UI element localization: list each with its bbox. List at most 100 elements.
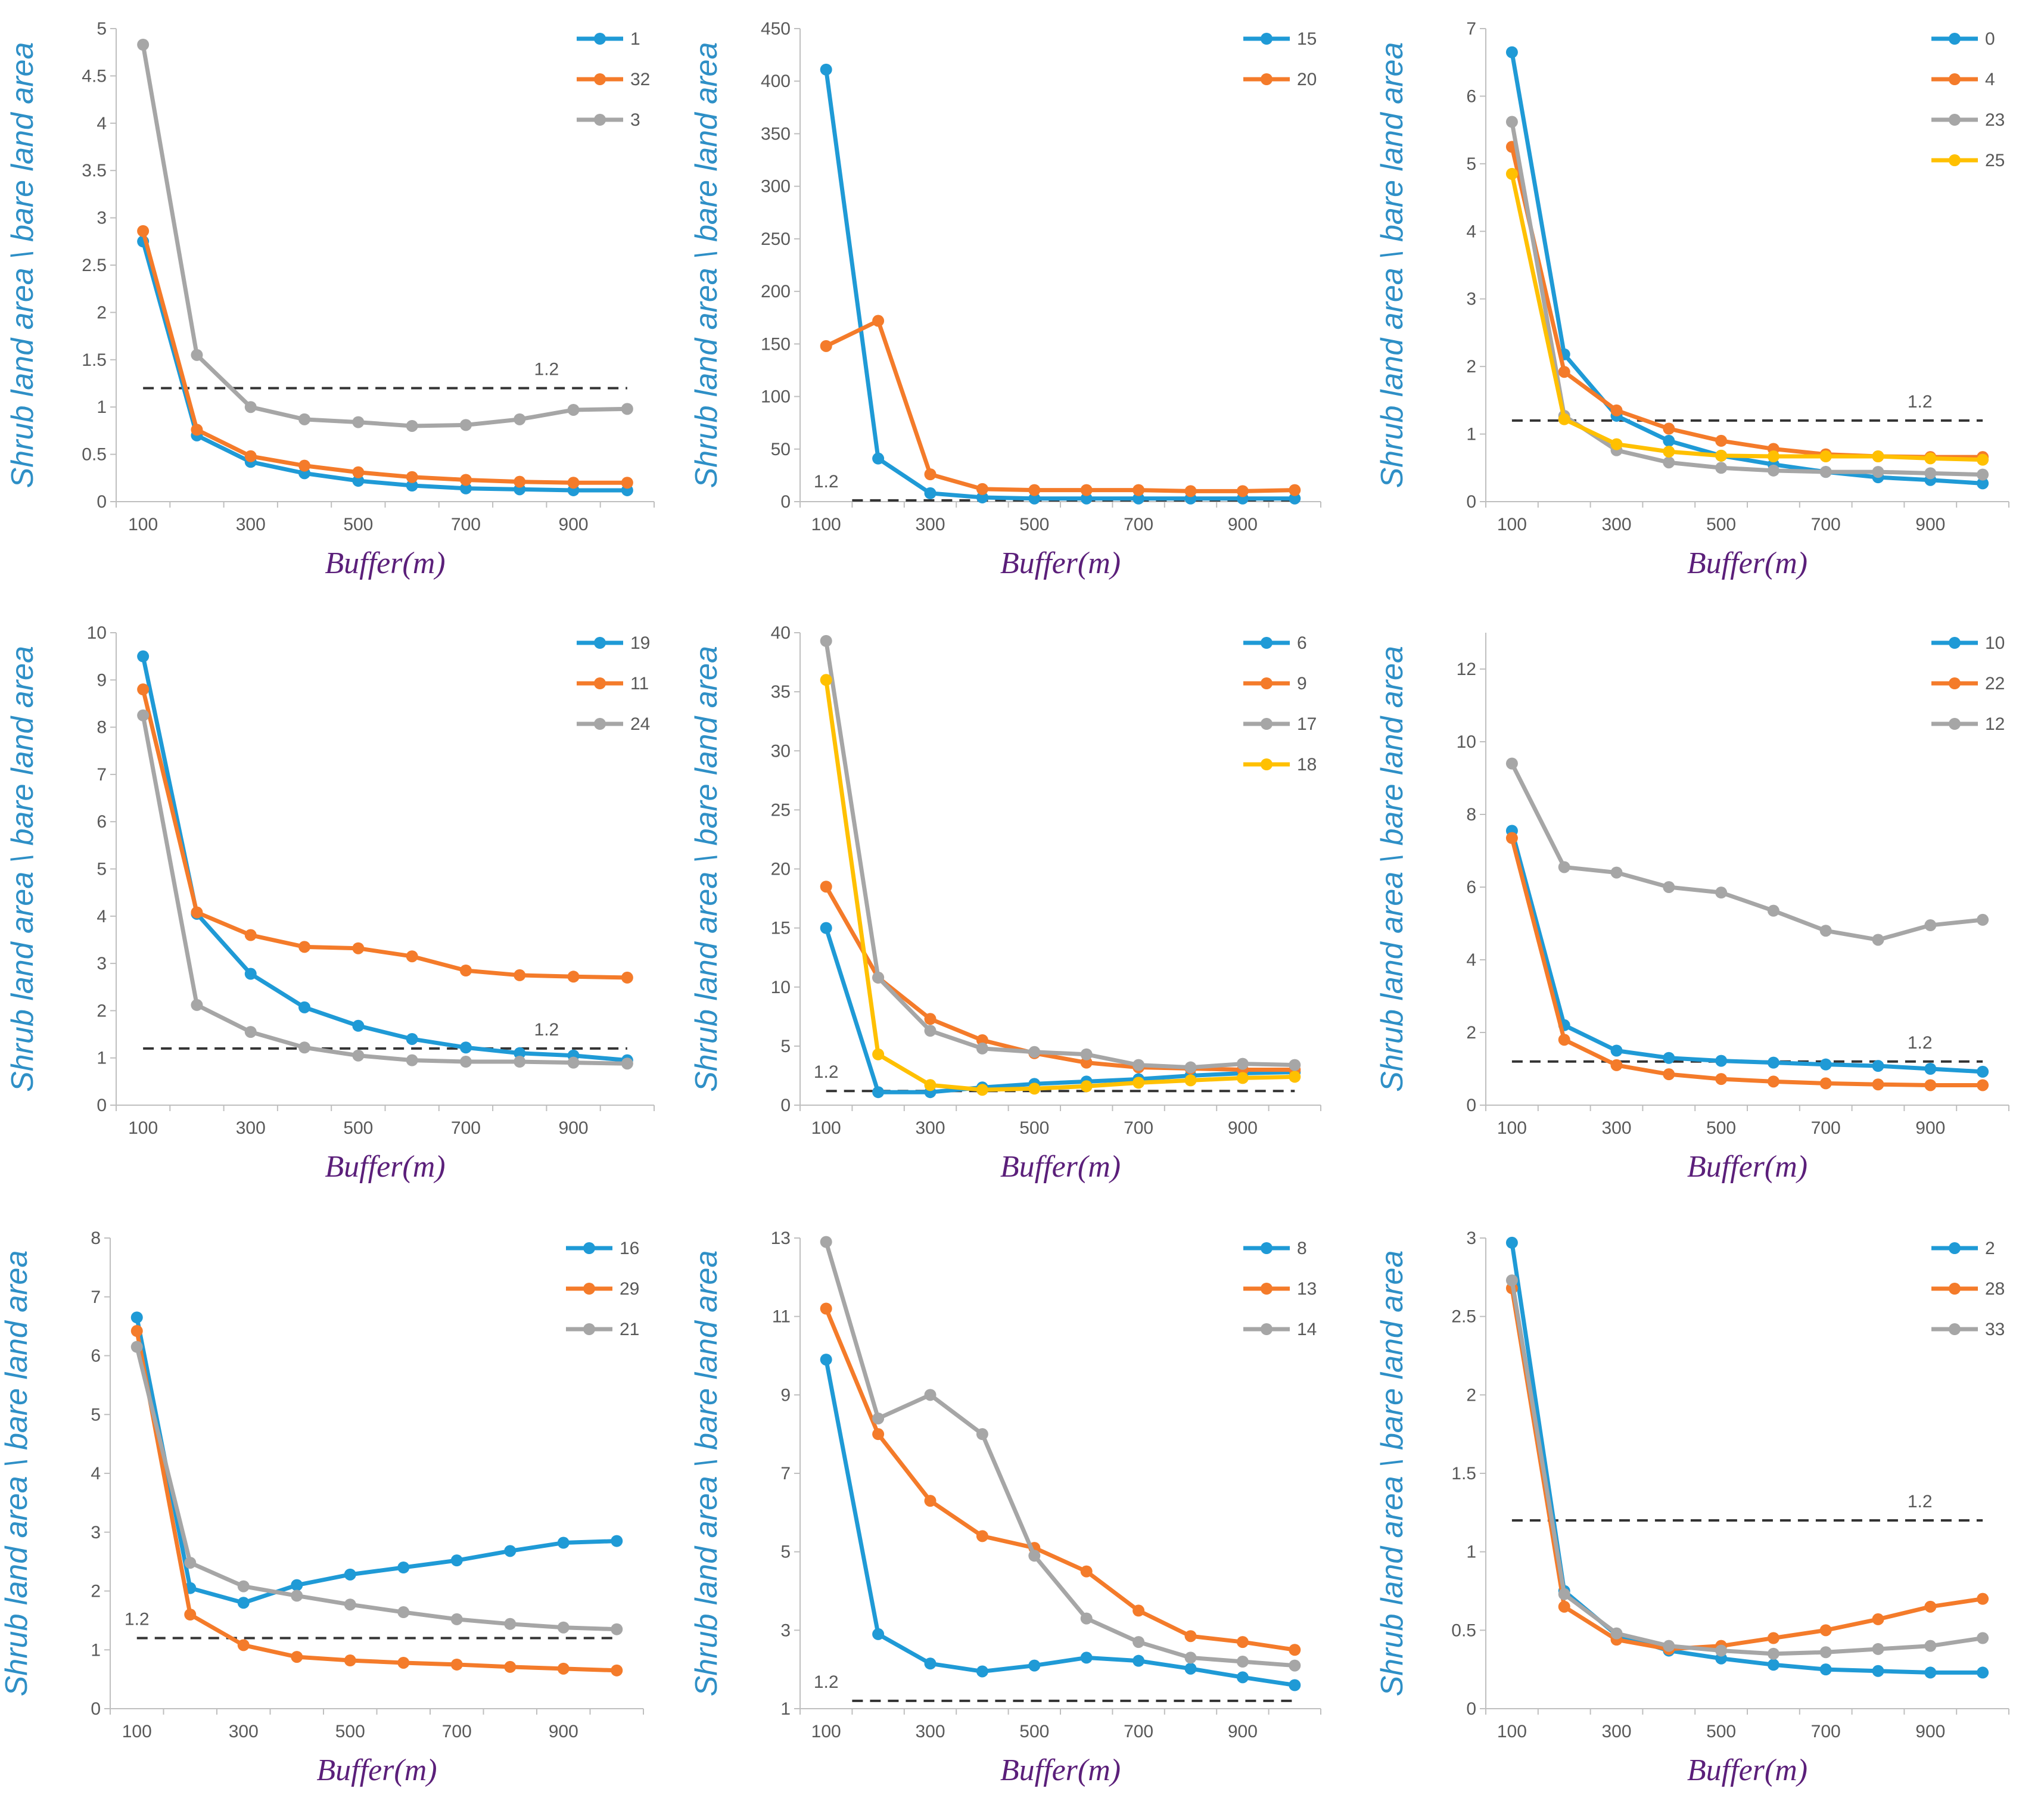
y-tick-label: 1 — [780, 1699, 791, 1719]
data-point-32 — [244, 450, 257, 462]
x-tick-label: 700 — [1124, 515, 1153, 534]
legend-label: 2 — [1985, 1239, 1995, 1258]
series-line-24 — [141, 713, 630, 1066]
x-tick-label: 900 — [1228, 515, 1258, 534]
series-line-0 — [1510, 50, 1985, 486]
data-point-4 — [1558, 366, 1570, 378]
data-point-22 — [1872, 1078, 1884, 1091]
data-point-23 — [1924, 467, 1937, 480]
y-tick-label: 3 — [91, 1523, 101, 1542]
data-point-33 — [1819, 1646, 1832, 1659]
y-axis-title: Shrub land area \ bare land area — [689, 646, 724, 1092]
series-line-10 — [1510, 828, 1985, 1074]
legend-label: 12 — [1985, 714, 2005, 734]
series-line-20 — [824, 319, 1297, 493]
data-point-22 — [1767, 1075, 1779, 1088]
data-point-33 — [1715, 1644, 1728, 1657]
data-point-25 — [1505, 167, 1518, 180]
data-point-8 — [1133, 1654, 1145, 1667]
data-point-28 — [1558, 1600, 1570, 1613]
data-point-16 — [344, 1568, 356, 1581]
y-axis-title: Shrub land area \ bare land area — [689, 1251, 724, 1697]
data-point-10 — [1977, 1065, 1989, 1078]
data-point-8 — [1080, 1651, 1093, 1664]
data-point-20 — [1289, 484, 1301, 496]
y-axis-title: Shrub land area \ bare land area — [0, 1251, 34, 1697]
data-point-14 — [1028, 1550, 1041, 1562]
legend-marker-6 — [1261, 637, 1273, 649]
data-point-14 — [976, 1428, 988, 1441]
x-tick-label: 700 — [1811, 1118, 1841, 1138]
data-point-29 — [130, 1325, 143, 1338]
y-tick-label: 5 — [780, 1037, 791, 1056]
data-point-2 — [1767, 1659, 1779, 1671]
data-point-32 — [191, 424, 203, 436]
x-tick-label: 100 — [1497, 1722, 1527, 1741]
data-point-4 — [1663, 422, 1675, 435]
data-point-12 — [1767, 904, 1779, 917]
y-tick-label: 40 — [771, 623, 791, 643]
data-point-14 — [924, 1389, 937, 1401]
series-line-3 — [141, 42, 630, 428]
data-point-17 — [1236, 1057, 1249, 1070]
y-tick-label: 2.5 — [1451, 1307, 1476, 1327]
legend-label: 18 — [1297, 755, 1317, 775]
data-point-21 — [184, 1557, 197, 1569]
data-point-8 — [976, 1665, 988, 1678]
data-point-28 — [1767, 1632, 1779, 1644]
data-point-18 — [976, 1084, 988, 1096]
y-tick-label: 9 — [97, 670, 107, 690]
data-point-32 — [621, 477, 633, 489]
data-point-16 — [130, 1311, 143, 1324]
y-tick-label: 200 — [761, 282, 791, 301]
y-tick-label: 8 — [91, 1228, 101, 1248]
y-tick-label: 4.5 — [82, 66, 107, 86]
y-tick-label: 2 — [1466, 1385, 1476, 1405]
x-tick-label: 500 — [343, 1118, 373, 1138]
data-point-8 — [820, 1354, 832, 1366]
data-point-9 — [924, 1013, 937, 1025]
y-tick-label: 6 — [1466, 878, 1476, 897]
y-tick-label: 250 — [761, 229, 791, 249]
data-point-22 — [1819, 1077, 1832, 1090]
y-tick-label: 30 — [771, 741, 791, 761]
data-point-11 — [191, 906, 203, 919]
data-point-25 — [1924, 452, 1937, 465]
y-tick-label: 0.5 — [1451, 1621, 1476, 1640]
data-point-22 — [1663, 1068, 1675, 1081]
data-point-11 — [406, 950, 418, 963]
x-tick-label: 300 — [915, 515, 945, 534]
reference-label: 1.2 — [814, 1672, 839, 1692]
data-point-13 — [1133, 1604, 1145, 1617]
data-point-10 — [1872, 1060, 1884, 1072]
legend-label: 15 — [1297, 29, 1317, 49]
y-tick-label: 5 — [91, 1405, 101, 1424]
y-tick-label: 0 — [1466, 492, 1476, 512]
data-point-3 — [621, 403, 633, 415]
legend-label: 23 — [1985, 110, 2005, 130]
y-tick-label: 2 — [91, 1582, 101, 1601]
data-point-0 — [1663, 434, 1675, 447]
y-axis-title: Shrub land area \ bare land area — [1375, 1251, 1410, 1697]
data-point-12 — [1715, 887, 1728, 899]
data-point-13 — [872, 1428, 885, 1441]
legend-label: 32 — [630, 70, 650, 89]
data-point-14 — [872, 1412, 885, 1424]
data-point-10 — [1610, 1044, 1623, 1057]
x-tick-label: 900 — [559, 1118, 589, 1138]
x-tick-label: 500 — [1019, 1118, 1049, 1138]
data-point-18 — [820, 674, 832, 686]
x-tick-label: 700 — [1811, 1722, 1841, 1741]
data-point-13 — [1184, 1630, 1197, 1643]
y-tick-label: 35 — [771, 682, 791, 702]
data-point-16 — [237, 1597, 250, 1609]
legend-marker-8 — [1261, 1242, 1273, 1254]
data-point-24 — [567, 1056, 580, 1069]
series-line-22 — [1510, 836, 1985, 1087]
y-tick-label: 10 — [87, 623, 107, 643]
data-point-9 — [1080, 1056, 1093, 1069]
chart-panel-6: 0 2 4 6 8 10 12 100 300 500 700 900 Buffer(m) Shrub l… — [1375, 633, 2009, 1184]
chart-panel-7: 0 1 2 3 4 5 6 7 8 100 300 500 700 900 Buffer(m) Shrub l… — [0, 1228, 644, 1787]
legend-marker-21 — [583, 1323, 595, 1335]
